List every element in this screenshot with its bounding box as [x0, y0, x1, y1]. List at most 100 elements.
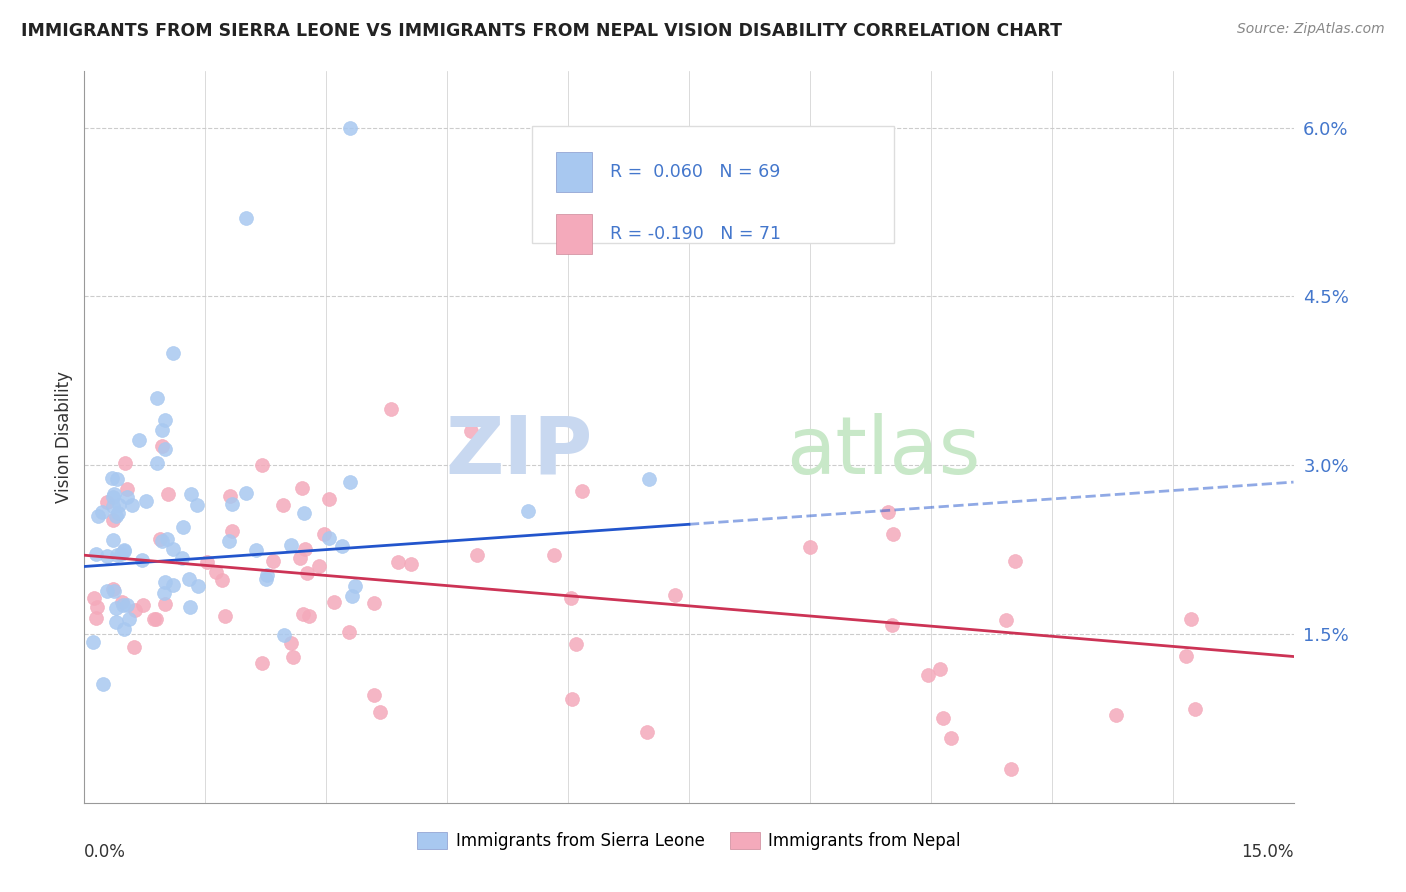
- Point: [571, 483, 593, 498]
- Point: [156, 487, 179, 501]
- Point: [107, 498, 129, 512]
- Point: [636, 725, 658, 739]
- Point: [153, 574, 176, 589]
- Point: [186, 498, 208, 512]
- Point: [150, 423, 173, 437]
- FancyBboxPatch shape: [531, 126, 894, 244]
- Point: [363, 596, 385, 610]
- Point: [162, 345, 184, 359]
- Point: [1184, 702, 1206, 716]
- Point: [467, 549, 489, 563]
- Point: [162, 541, 184, 556]
- Point: [110, 547, 132, 561]
- Text: Source: ZipAtlas.com: Source: ZipAtlas.com: [1237, 22, 1385, 37]
- Point: [1000, 762, 1022, 776]
- Point: [112, 543, 135, 558]
- Point: [134, 494, 156, 508]
- Point: [124, 603, 146, 617]
- Point: [337, 625, 360, 640]
- Point: [153, 413, 176, 427]
- Point: [104, 509, 127, 524]
- Point: [560, 591, 582, 605]
- Text: IMMIGRANTS FROM SIERRA LEONE VS IMMIGRANTS FROM NEPAL VISION DISABILITY CORRELAT: IMMIGRANTS FROM SIERRA LEONE VS IMMIGRAN…: [21, 22, 1062, 40]
- Point: [103, 491, 125, 505]
- Point: [86, 600, 108, 615]
- Point: [250, 458, 273, 473]
- Point: [292, 506, 315, 520]
- Point: [221, 497, 243, 511]
- Point: [115, 490, 138, 504]
- Point: [179, 572, 201, 586]
- Point: [262, 554, 284, 568]
- Point: [103, 533, 125, 548]
- Point: [104, 600, 127, 615]
- Point: [84, 611, 107, 625]
- Point: [145, 612, 167, 626]
- Point: [105, 472, 128, 486]
- Point: [664, 588, 686, 602]
- Point: [561, 691, 583, 706]
- Point: [131, 598, 153, 612]
- Point: [204, 566, 226, 580]
- Point: [298, 608, 321, 623]
- Point: [124, 640, 146, 655]
- Point: [143, 612, 166, 626]
- Point: [280, 636, 302, 650]
- Point: [211, 573, 233, 587]
- Point: [380, 401, 402, 416]
- Point: [917, 668, 939, 682]
- Point: [153, 597, 176, 611]
- Point: [273, 628, 295, 642]
- Y-axis label: Vision Disability: Vision Disability: [55, 371, 73, 503]
- Point: [340, 589, 363, 603]
- Point: [330, 539, 353, 553]
- Point: [928, 662, 950, 676]
- Point: [882, 526, 904, 541]
- Point: [245, 543, 267, 558]
- Point: [1174, 649, 1197, 664]
- Point: [82, 635, 104, 649]
- Point: [101, 582, 124, 597]
- Point: [96, 584, 118, 599]
- Point: [343, 579, 366, 593]
- Point: [460, 425, 482, 439]
- Point: [121, 499, 143, 513]
- Point: [281, 649, 304, 664]
- Point: [314, 527, 336, 541]
- Point: [112, 542, 135, 557]
- Point: [1004, 554, 1026, 568]
- Point: [339, 475, 361, 490]
- Point: [84, 547, 107, 561]
- Point: [877, 505, 900, 519]
- Point: [290, 551, 312, 566]
- Point: [105, 548, 128, 562]
- Point: [91, 677, 114, 691]
- Point: [294, 542, 316, 557]
- Point: [114, 456, 136, 470]
- Point: [150, 439, 173, 453]
- Point: [87, 508, 110, 523]
- Point: [162, 577, 184, 591]
- Point: [318, 491, 340, 506]
- Point: [218, 533, 240, 548]
- Point: [387, 555, 409, 569]
- Point: [565, 636, 588, 650]
- Point: [91, 505, 114, 519]
- Legend: Immigrants from Sierra Leone, Immigrants from Nepal: Immigrants from Sierra Leone, Immigrants…: [411, 825, 967, 856]
- Text: atlas: atlas: [786, 413, 980, 491]
- Point: [111, 594, 134, 608]
- Point: [291, 607, 314, 621]
- Point: [339, 120, 361, 135]
- Point: [1180, 612, 1202, 626]
- Point: [235, 486, 257, 500]
- Point: [146, 391, 169, 405]
- Point: [117, 482, 139, 496]
- Point: [153, 442, 176, 457]
- Point: [180, 487, 202, 501]
- Point: [112, 599, 135, 613]
- Point: [96, 549, 118, 563]
- Point: [291, 481, 314, 495]
- Text: R =  0.060   N = 69: R = 0.060 N = 69: [610, 163, 780, 181]
- Point: [256, 567, 278, 582]
- Point: [271, 498, 294, 512]
